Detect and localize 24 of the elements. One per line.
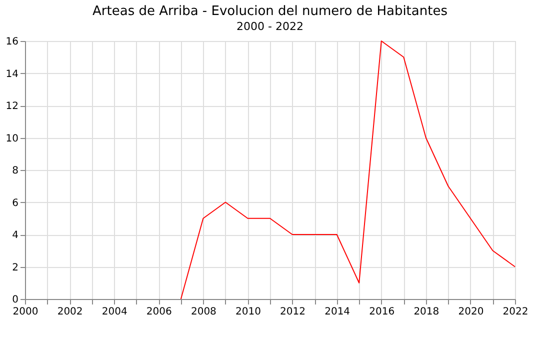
x-tick-label: 2010: [236, 306, 261, 318]
x-tick-label: 2012: [280, 306, 306, 318]
x-tick-label: 2022: [502, 306, 528, 318]
x-tick-label: 2018: [414, 306, 440, 318]
y-tick-label: 8: [12, 166, 18, 176]
x-tick-label: 2006: [146, 306, 172, 318]
x-tick-label: 2002: [57, 306, 83, 318]
chart-title: Arteas de Arriba - Evolucion del numero de Habitantes: [92, 4, 448, 19]
y-tick-label: 16: [6, 36, 18, 48]
x-tick-label: 2014: [324, 306, 350, 318]
y-tick-label: 12: [6, 101, 18, 112]
y-tick-label: 0: [12, 294, 18, 306]
x-tick-label: 2008: [190, 306, 216, 318]
y-tick-label: 6: [12, 198, 18, 209]
chart-subtitle: 2000 - 2022: [236, 20, 304, 33]
x-tick-label: 2000: [12, 306, 38, 318]
x-tick-label: 2020: [458, 306, 484, 318]
y-tick-label: 4: [12, 230, 18, 241]
x-tick-label: 2016: [369, 306, 395, 318]
y-tick-label: 14: [6, 68, 18, 80]
y-tick-label: 10: [6, 133, 18, 144]
x-tick-label: 2004: [102, 306, 128, 318]
line-series: [180, 40, 516, 300]
y-tick-label: 2: [12, 262, 18, 274]
